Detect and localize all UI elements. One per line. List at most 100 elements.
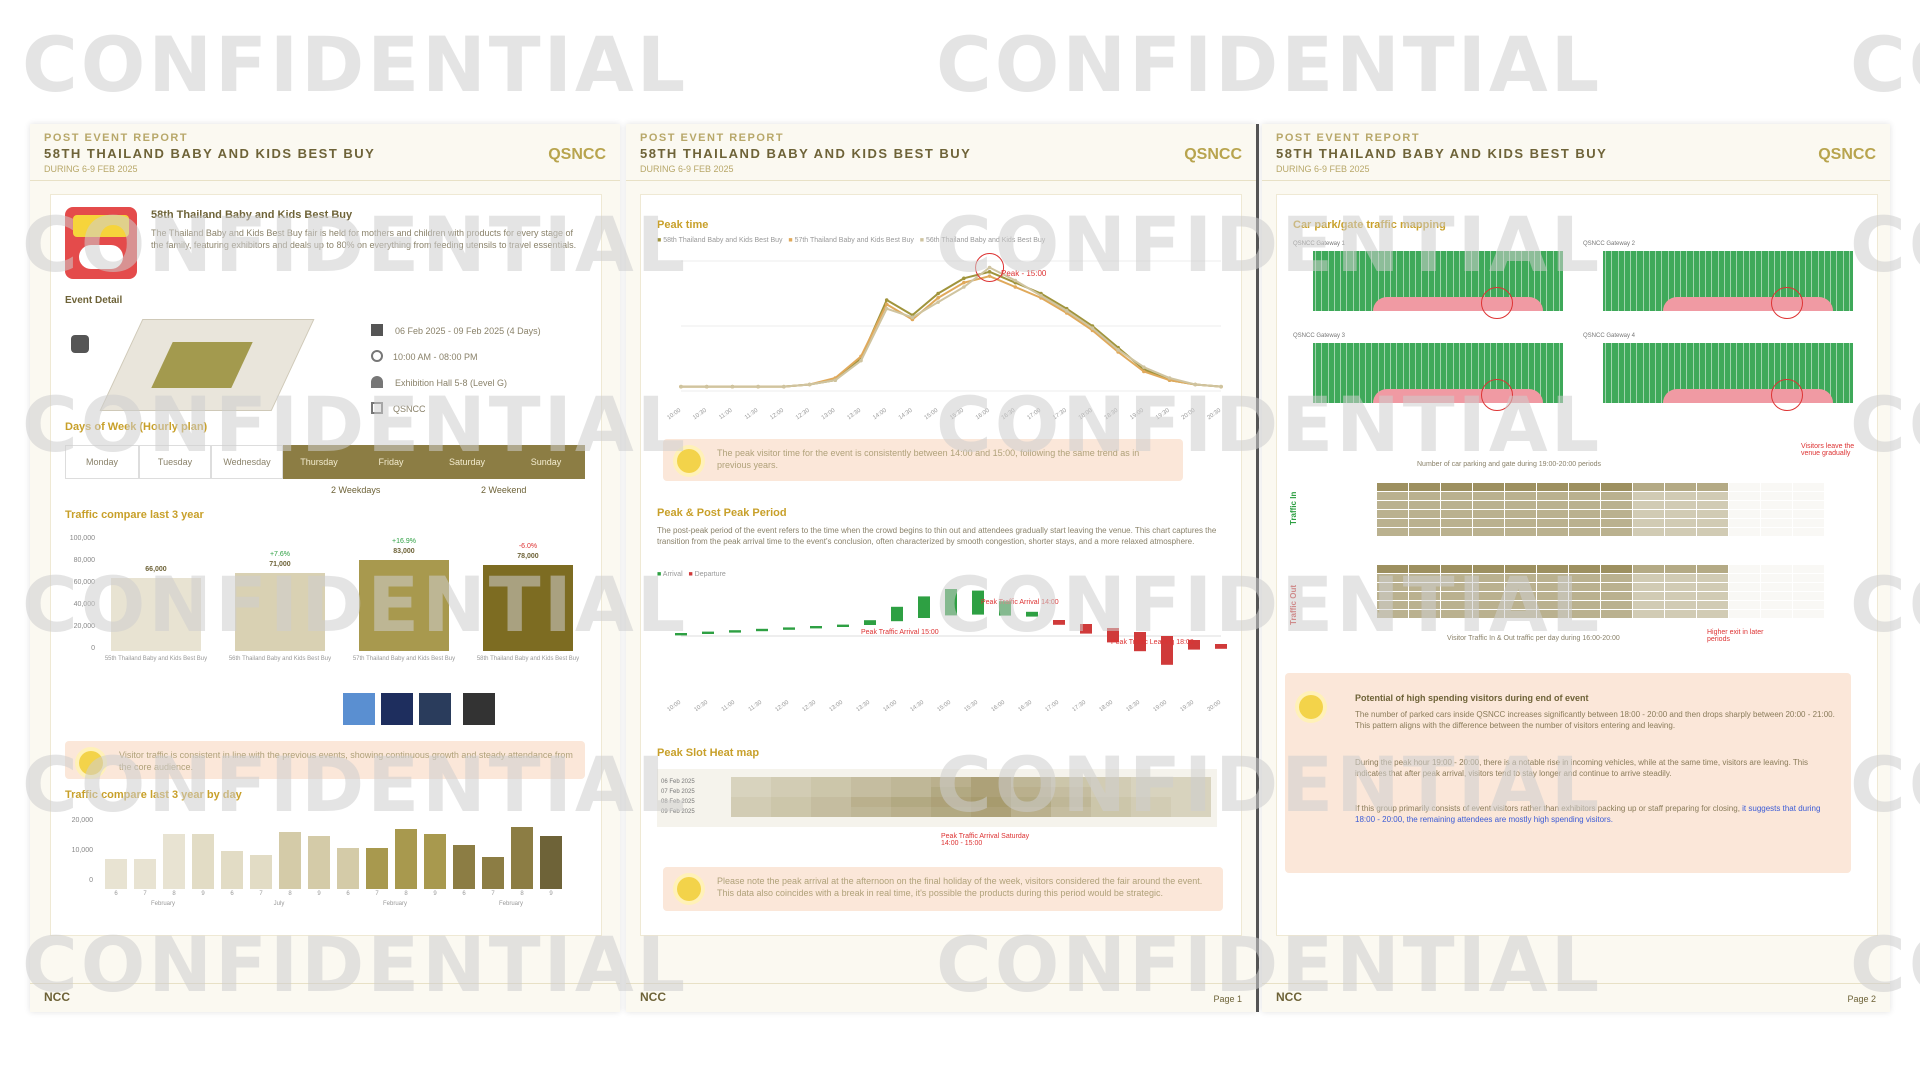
ppp-bar: [702, 631, 714, 634]
detail-hall: Exhibition Hall 5-8 (Level G): [371, 373, 541, 399]
table-cell: [1377, 601, 1408, 609]
table-cell: [1505, 574, 1536, 582]
heat-cell: [1051, 787, 1091, 797]
day-sunday: Sunday: [507, 445, 585, 479]
table-cell: [1409, 565, 1440, 573]
trafficday-bar: [482, 856, 504, 889]
day-thursday: Thursday: [283, 445, 355, 479]
table-cell: [1569, 601, 1600, 609]
x-tick-label: 20:00: [1206, 699, 1222, 711]
ppp-bar: [810, 626, 822, 629]
peak-point: [884, 302, 889, 307]
table-cell: [1505, 510, 1536, 518]
table-cell: [1409, 610, 1440, 618]
trafficday-bar: [511, 827, 533, 889]
peak-point: [962, 285, 966, 289]
table-cell: [1473, 592, 1504, 600]
table-cell: [1697, 519, 1728, 527]
heat-cell: [811, 787, 851, 797]
detail-date: 06 Feb 2025 - 09 Feb 2025 (4 Days): [371, 321, 541, 347]
table-cell: [1537, 610, 1568, 618]
table-cell: [1505, 583, 1536, 591]
traffic3y-value-label: 78,000: [517, 553, 539, 561]
table-cell: [1537, 583, 1568, 591]
header-divider: [30, 180, 620, 181]
table-cell: [1633, 583, 1664, 591]
traffic3y-bar: [111, 578, 201, 651]
heat-cell: [1171, 807, 1211, 817]
table-cell: [1761, 519, 1792, 527]
table-cell: [1665, 583, 1696, 591]
table-cell: [1761, 592, 1792, 600]
table-cell: [1473, 483, 1504, 491]
table-cell: [1569, 501, 1600, 509]
table-cell: [1377, 583, 1408, 591]
insight-link[interactable]: it suggests that during 18:00 - 20:00, t…: [1355, 804, 1821, 824]
panel-callout: Visitors leave the venue gradually: [1801, 443, 1855, 457]
x-tick-label: 16:30: [1017, 699, 1033, 711]
trafficday-day-label: 6: [462, 891, 466, 897]
table-cell: [1537, 565, 1568, 573]
table-cell: [1537, 519, 1568, 527]
y-tick-label: 60,000: [73, 579, 95, 586]
floorplan-icon: [71, 335, 89, 353]
heat-cell: [771, 807, 811, 817]
trafficday-bar: [424, 834, 446, 889]
ppp-bar: [999, 601, 1011, 616]
table-cell: [1441, 565, 1472, 573]
heat-cell: [1051, 777, 1091, 787]
weekdays-label: 2 Weekdays: [331, 485, 381, 495]
x-tick-label: 11:00: [721, 699, 737, 711]
report-header: POST EVENT REPORT 58TH THAILAND BABY AND…: [44, 132, 375, 174]
table-cell: [1409, 483, 1440, 491]
heat-cell: [891, 777, 931, 787]
table-cell: [1793, 501, 1824, 509]
table-cell: [1473, 510, 1504, 518]
traffic3y-growth-label: +16.9%: [392, 537, 416, 545]
x-tick-label: 10:30: [692, 407, 708, 421]
x-tick-label: 14:30: [909, 699, 925, 711]
heat-cell: [811, 807, 851, 817]
y-tick-label: 40,000: [73, 601, 95, 608]
peak-point: [833, 378, 838, 382]
ppp-bar: [945, 589, 957, 616]
table-cell: [1665, 574, 1696, 582]
days-title: Days of Week (Hourly plan): [65, 421, 208, 433]
table-cell: [1537, 483, 1568, 491]
heat-cell: [1131, 797, 1171, 807]
table-cell: [1633, 601, 1664, 609]
table-cell: [1441, 483, 1472, 491]
table-cell: [1729, 501, 1760, 509]
clock-icon: [371, 349, 383, 362]
heat-cell: [1011, 807, 1051, 817]
report-page-1: POST EVENT REPORT 58TH THAILAND BABY AND…: [30, 124, 620, 1012]
report-kicker: POST EVENT REPORT: [1276, 132, 1421, 144]
table-cell: [1697, 592, 1728, 600]
heat-cell: [1011, 787, 1051, 797]
traffic3y-chart: 100,000 80,000 60,000 40,000 20,000 0 66,000 5…: [65, 529, 585, 679]
ppp-chart: 10:00 10:30 11:00 11:30 12:00 12:30 13:00 13:30…: [666, 589, 1227, 711]
trafficday-bar: [308, 836, 330, 889]
table-cell: [1633, 592, 1664, 600]
table-cell: [1665, 483, 1696, 491]
gateway-fill: [1663, 389, 1833, 403]
x-tick-label: 17:00: [1026, 407, 1042, 421]
traffic3y-bar: [483, 565, 573, 651]
table-cell: [1793, 610, 1824, 618]
gateway-highlight-circle: [1771, 287, 1803, 319]
gateway-fill: [1663, 297, 1833, 311]
y-tick-label: 20,000: [71, 817, 93, 824]
trafficday-bar: [540, 835, 562, 889]
heat-cell: [1011, 797, 1051, 807]
table-cell: [1761, 510, 1792, 518]
traffic3y-bar: [235, 572, 325, 651]
report-title: 58TH THAILAND BABY AND KIDS BEST BUY: [640, 146, 972, 161]
day-wednesday: Wednesday: [211, 445, 283, 479]
table-cell: [1537, 528, 1568, 536]
heat-row-labels: 06 Feb 2025 07 Feb 2025 08 Feb 2025 09 F…: [661, 779, 695, 815]
person-icon: [371, 375, 383, 388]
table-cell: [1665, 492, 1696, 500]
table-cell: [1633, 574, 1664, 582]
heat-cell: [931, 777, 971, 787]
table-cell: [1665, 501, 1696, 509]
